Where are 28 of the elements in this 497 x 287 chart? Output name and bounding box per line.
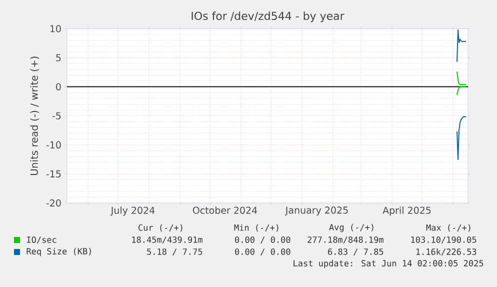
y-axis-title: Units read (-) / write (+)	[30, 56, 40, 176]
text: 18.45m/439.91m	[132, 236, 202, 244]
text: 6.83 / 7.85	[328, 248, 384, 256]
y-tick-label: -5	[52, 112, 61, 120]
text: Avg (-/+)	[329, 224, 374, 232]
text: Cur (-/+)	[138, 224, 182, 232]
text: Last update: Sat Jun 14 02:00:05 2025	[294, 260, 484, 268]
text: 1.16k/226.53	[416, 248, 476, 256]
text: 0.00 / 0.00	[235, 236, 290, 244]
y-tick-label: 0	[56, 83, 61, 90]
y-tick-label: 10	[50, 25, 61, 32]
y-tick-label: -20	[46, 199, 61, 207]
x-tick-label: April 2025	[382, 206, 431, 216]
text: Max (-/+)	[426, 224, 470, 232]
y-tick-label: -10	[46, 141, 61, 148]
text: 0.00 / 0.00	[235, 248, 290, 256]
x-tick-label: July 2024	[110, 206, 155, 216]
x-tick-label: January 2025	[284, 206, 348, 216]
text: 5.18 / 7.75	[147, 248, 202, 256]
x-tick-label: October 2024	[192, 206, 258, 214]
y-tick-label: 5	[56, 54, 61, 62]
text: Min (-/+)	[234, 224, 278, 232]
legend-label: IO/sec	[27, 236, 56, 244]
text: 277.18m/848.19m	[308, 236, 384, 244]
legend-label: Req Size (KB)	[26, 248, 91, 256]
y-tick-label: -15	[46, 170, 61, 178]
text: 103.10/190.05	[411, 236, 476, 244]
chart-title: IOs for /dev/zd544 - by year	[192, 12, 344, 22]
